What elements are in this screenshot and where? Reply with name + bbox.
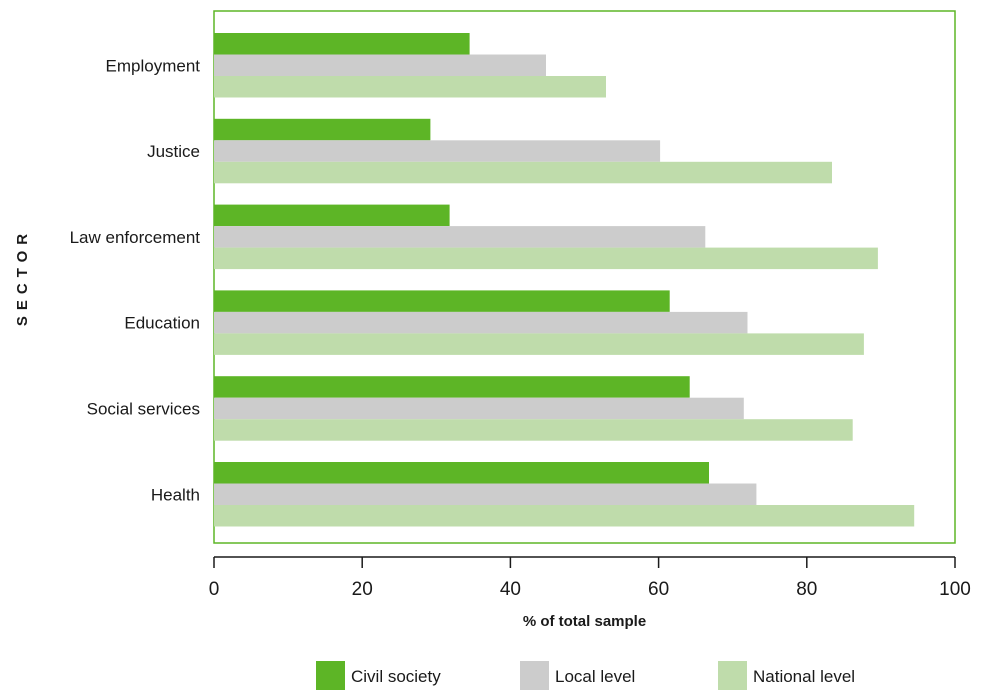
legend-swatch-national-level	[718, 661, 747, 690]
category-label: Employment	[106, 56, 201, 75]
bar-local-level-justice	[214, 140, 661, 162]
bar-civil-society-justice	[214, 118, 431, 141]
bar-local-level-education	[214, 311, 748, 334]
x-tick-label: 80	[796, 579, 817, 600]
bar-local-level-employment	[214, 54, 546, 76]
bar-civil-society-social-services	[214, 376, 690, 398]
x-tick-label: 40	[500, 579, 521, 600]
x-tick-label: 100	[939, 579, 971, 600]
bar-national-level-health	[214, 505, 915, 527]
legend-swatch-local-level	[520, 661, 549, 690]
y-axis-title: SECTOR	[14, 228, 31, 326]
bar-civil-society-health	[214, 462, 709, 484]
category-label: Social services	[87, 399, 200, 418]
legend-label: Civil society	[351, 667, 441, 686]
bar-national-level-law-enforcement	[214, 247, 878, 270]
x-tick-label: 20	[352, 579, 373, 600]
category-labels: Employment Justice Law enforcement Educatio…	[70, 56, 201, 504]
x-tick-label: 0	[209, 579, 220, 600]
legend-swatch-civil-society	[316, 661, 345, 690]
bar-civil-society-law-enforcement	[214, 204, 450, 227]
bar-national-level-education	[214, 333, 864, 355]
category-label: Health	[151, 485, 200, 504]
legend-label: National level	[753, 667, 855, 686]
bars-group	[214, 33, 915, 527]
legend-label: Local level	[555, 667, 635, 686]
x-axis-ticks: 0 20 40 60 80 100	[209, 557, 971, 600]
bar-national-level-justice	[214, 161, 832, 184]
x-tick-label: 60	[648, 579, 669, 600]
bar-national-level-social-services	[214, 419, 853, 441]
bar-local-level-law-enforcement	[214, 226, 706, 248]
legend: Civil society Local level National level	[316, 661, 855, 690]
category-label: Justice	[147, 142, 200, 161]
bar-local-level-health	[214, 483, 757, 505]
category-label: Education	[124, 314, 200, 333]
plot-frame	[213, 10, 956, 544]
bar-national-level-employment	[214, 76, 606, 98]
bar-civil-society-education	[214, 290, 670, 312]
bar-local-level-social-services	[214, 397, 744, 420]
bar-civil-society-employment	[214, 33, 470, 55]
x-axis-title: % of total sample	[523, 613, 646, 630]
category-label: Law enforcement	[70, 228, 201, 247]
